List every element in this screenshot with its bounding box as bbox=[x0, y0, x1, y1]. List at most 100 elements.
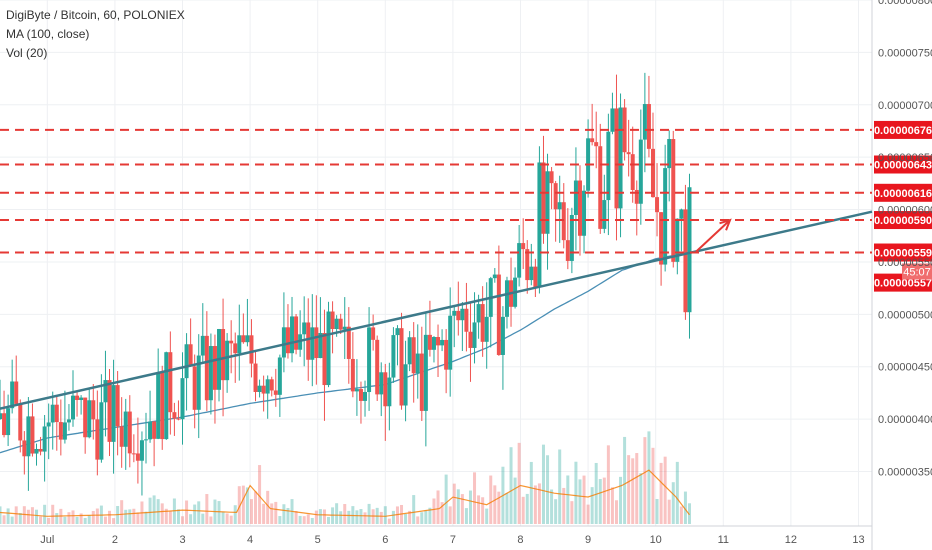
time-tick-label: Jul bbox=[40, 534, 54, 546]
candle-body bbox=[2, 413, 7, 436]
volume-bar bbox=[663, 456, 667, 524]
candle-body bbox=[367, 327, 372, 393]
candle-body bbox=[602, 200, 607, 229]
volume-bar bbox=[509, 447, 513, 524]
volume-bar bbox=[233, 505, 237, 524]
time-tick-label: 9 bbox=[585, 534, 591, 546]
candle-body bbox=[119, 426, 124, 447]
volume-bar bbox=[379, 511, 383, 524]
volume-bar bbox=[671, 482, 675, 524]
candle-body bbox=[610, 108, 615, 132]
candle-body bbox=[504, 280, 509, 317]
volume-bar bbox=[120, 500, 124, 524]
volume-bar bbox=[683, 491, 687, 524]
volume-bar bbox=[537, 483, 541, 524]
candle-body bbox=[622, 107, 627, 153]
time-tick-label: 13 bbox=[852, 534, 864, 546]
volume-bar bbox=[578, 479, 582, 524]
level-price-label: 0.00000616 bbox=[874, 188, 932, 200]
time-tick-label: 10 bbox=[650, 534, 662, 546]
candle-body bbox=[582, 190, 587, 236]
candle-body bbox=[87, 400, 92, 438]
volume-bar bbox=[168, 511, 172, 524]
volume-bar bbox=[241, 485, 245, 524]
candle-body bbox=[172, 412, 177, 419]
volume-bar bbox=[262, 503, 266, 524]
candle-body bbox=[407, 337, 412, 365]
price-tick-label: 0.00000400 bbox=[878, 414, 932, 426]
candle-body bbox=[34, 448, 39, 454]
symbol-title: DigiByte / Bitcoin, 60, POLONIEX bbox=[6, 8, 185, 22]
volume-bar bbox=[0, 506, 2, 524]
volume-bar bbox=[639, 473, 643, 524]
candle-body bbox=[249, 335, 254, 364]
volume-bar bbox=[367, 503, 371, 524]
candle-body bbox=[496, 274, 501, 355]
volume-bar bbox=[35, 509, 39, 524]
candle-body bbox=[423, 334, 428, 411]
candle-body bbox=[302, 322, 307, 335]
candle-body bbox=[290, 316, 295, 354]
volume-bar bbox=[67, 512, 71, 524]
candle-body bbox=[6, 408, 11, 436]
candle-body bbox=[553, 183, 558, 210]
candle-body bbox=[253, 363, 258, 392]
candle-body bbox=[638, 139, 643, 204]
volume-bar bbox=[416, 516, 420, 524]
candle-body bbox=[646, 104, 651, 149]
time-tick-label: 12 bbox=[785, 534, 797, 546]
volume-bar bbox=[679, 506, 683, 524]
candle-body bbox=[338, 318, 343, 330]
volume-bar bbox=[424, 510, 428, 524]
price-tick-label: 0.00000500 bbox=[878, 309, 932, 321]
candle-body bbox=[22, 440, 27, 457]
volume-bar bbox=[229, 515, 233, 524]
volume-bar bbox=[436, 490, 440, 524]
level-price-tag bbox=[874, 243, 932, 262]
candle-body bbox=[379, 372, 384, 395]
time-tick-label: 4 bbox=[247, 534, 253, 546]
candle-body bbox=[667, 139, 672, 169]
volume-bar bbox=[294, 510, 298, 524]
volume-bar bbox=[112, 518, 116, 524]
candle-body bbox=[42, 426, 47, 452]
volume-bar bbox=[160, 503, 164, 524]
volume-bar bbox=[302, 516, 306, 524]
candle-body bbox=[99, 402, 104, 460]
candle-body bbox=[484, 316, 489, 342]
volume-bar bbox=[55, 513, 59, 524]
volume-bar bbox=[452, 483, 456, 524]
volume-bar bbox=[493, 485, 497, 524]
candle-body bbox=[54, 404, 59, 423]
volume-bar bbox=[517, 442, 521, 524]
volume-bar bbox=[298, 515, 302, 524]
volume-bar bbox=[314, 510, 318, 524]
volume-bar bbox=[464, 508, 468, 524]
volume-bar bbox=[335, 503, 339, 524]
volume-bar bbox=[193, 504, 197, 524]
candle-body bbox=[395, 328, 400, 336]
volume-bar bbox=[103, 516, 107, 524]
volume-bar bbox=[95, 508, 99, 524]
candle-body bbox=[525, 249, 530, 281]
candle-body bbox=[577, 180, 582, 236]
candle-body bbox=[500, 316, 505, 355]
volume-bar bbox=[258, 465, 262, 524]
candle-body bbox=[212, 346, 217, 390]
candle-body bbox=[314, 327, 319, 359]
candle-body bbox=[277, 357, 282, 395]
volume-bar bbox=[521, 496, 525, 524]
candle-body bbox=[285, 327, 290, 354]
candle-body bbox=[675, 218, 680, 262]
volume-bar bbox=[574, 461, 578, 524]
volume-bar bbox=[205, 494, 209, 524]
time-tick-label: 3 bbox=[179, 534, 185, 546]
candle-body bbox=[229, 340, 234, 344]
candle-body bbox=[375, 339, 380, 395]
candle-body bbox=[346, 326, 351, 359]
volume-bar bbox=[655, 498, 659, 524]
candle-body bbox=[476, 304, 481, 323]
candle-body bbox=[273, 390, 278, 395]
countdown-label: 45:07 bbox=[903, 267, 931, 279]
volume-bar bbox=[221, 511, 225, 524]
